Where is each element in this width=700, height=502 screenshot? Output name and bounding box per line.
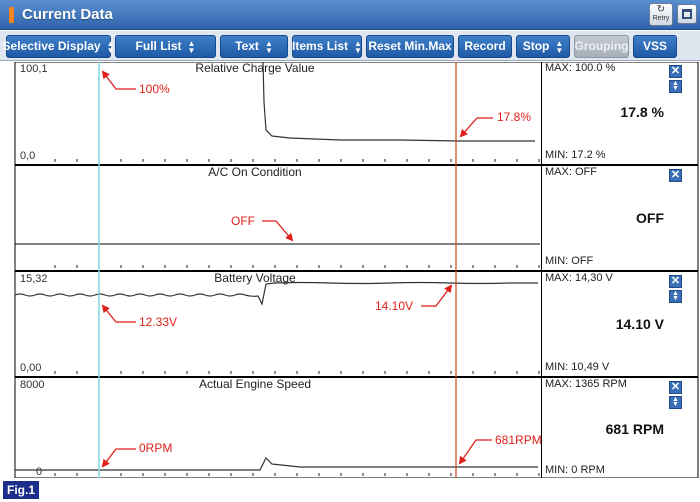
panel3-min: MIN: 10,49 V — [545, 361, 610, 373]
retry-button[interactable]: ↻ Retry — [649, 3, 673, 26]
spinner-icon: ▲ ▼ — [264, 38, 273, 55]
panel3-y-bottom: 0,00 — [20, 362, 41, 374]
stop-button[interactable]: Stop ▲ ▼ — [516, 35, 570, 58]
annotation-12-33v: 12.33V — [139, 315, 177, 329]
text-button[interactable]: Text ▲ ▼ — [220, 35, 288, 58]
maximize-button[interactable] — [677, 4, 697, 24]
panel3-title: Battery Voltage — [214, 271, 296, 285]
move-panel1-button[interactable]: ▲ ▼ — [669, 80, 682, 93]
panel2-title: A/C On Condition — [208, 165, 301, 179]
annotation-arrow — [101, 70, 136, 90]
close-icon: ✕ — [670, 275, 681, 287]
retry-label: Retry — [652, 15, 670, 22]
panel2-max: MAX: OFF — [545, 166, 597, 178]
reset-min-max-button[interactable]: Reset Min.Max — [366, 35, 454, 58]
axis-ticks — [54, 159, 540, 476]
grouping-label: Grouping — [574, 39, 629, 53]
vss-label: VSS — [642, 39, 667, 53]
annotation-arrow — [101, 448, 136, 468]
annotation-17-8pct: 17.8% — [497, 110, 531, 124]
panel4-current: 681 RPM — [605, 421, 664, 437]
text-label: Text — [235, 39, 259, 53]
annotation-0rpm: 0RPM — [139, 441, 172, 455]
close-panel3-button[interactable]: ✕ — [669, 275, 682, 288]
panel2-min: MIN: OFF — [545, 255, 594, 267]
panel3-max: MAX: 14,30 V — [545, 272, 613, 284]
panel4-min: MIN: 0 RPM — [545, 464, 605, 476]
close-panel2-button[interactable]: ✕ — [669, 169, 682, 182]
panel4-values: MAX: 1365 RPM 681 RPM MIN: 0 RPM ✕ ▲ ▼ — [541, 378, 700, 478]
up-down-icon: ▲ ▼ — [672, 290, 679, 302]
title-accent-marker — [9, 7, 14, 23]
title-bar: Current Data ↻ Retry — [0, 0, 700, 30]
panel1-y-bottom: 0,0 — [20, 150, 35, 162]
annotation-arrow — [458, 439, 492, 465]
up-down-icon: ▲ ▼ — [672, 396, 679, 408]
spinner-icon: ▲ ▼ — [555, 38, 564, 55]
window-title: Current Data — [22, 6, 113, 23]
toolbar: Selective Display ▲ ▼ Full List ▲ ▼ Text ▲… — [0, 31, 700, 61]
panel1-y-top: 100,1 — [20, 63, 48, 75]
figure-label: Fig.1 — [3, 481, 40, 499]
close-icon: ✕ — [670, 169, 681, 181]
items-list-label: Items List — [292, 39, 349, 53]
vss-button[interactable]: VSS — [633, 35, 677, 58]
panel1-min: MIN: 17.2 % — [545, 149, 606, 161]
annotation-arrow — [421, 284, 453, 307]
panel2-values: MAX: OFF OFF MIN: OFF ✕ — [541, 166, 700, 271]
panel1-trace — [262, 62, 535, 142]
annotation-14-10v: 14.10V — [375, 299, 413, 313]
selective-display-label: Selective Display — [2, 39, 101, 53]
reset-min-max-label: Reset Min.Max — [368, 39, 452, 53]
record-button[interactable]: Record — [458, 35, 512, 58]
panel2-current: OFF — [636, 210, 664, 226]
figure-footer: Fig.1 — [0, 478, 700, 502]
close-panel4-button[interactable]: ✕ — [669, 381, 682, 394]
annotation-100pct: 100% — [139, 82, 170, 96]
panel1-max: MAX: 100.0 % — [545, 62, 616, 74]
annotation-off: OFF — [231, 214, 255, 228]
panel4-title: Actual Engine Speed — [199, 377, 311, 391]
panel1-title: Relative Charge Value — [195, 62, 315, 75]
spinner-icon: ▲ ▼ — [354, 38, 362, 55]
spinner-icon: ▲ ▼ — [187, 38, 196, 55]
maximize-icon — [682, 9, 692, 19]
selective-display-button[interactable]: Selective Display ▲ ▼ — [2, 35, 115, 58]
full-list-label: Full List — [135, 39, 182, 53]
panel3-current: 14.10 V — [615, 316, 664, 332]
panel1-values: MAX: 100.0 % 17.8 % MIN: 17.2 % ✕ ▲ ▼ — [541, 62, 700, 165]
move-panel3-button[interactable]: ▲ ▼ — [669, 290, 682, 303]
annotation-681rpm: 681RPM — [495, 433, 542, 447]
graphs-svg: 100,1 0,0 Relative Charge Value 100% 17.… — [14, 62, 699, 478]
panel4-max: MAX: 1365 RPM — [545, 378, 627, 390]
retry-icon: ↻ — [656, 4, 666, 15]
panel4-trace — [15, 456, 538, 471]
graph-area: 100,1 0,0 Relative Charge Value 100% 17.… — [0, 62, 700, 478]
annotation-arrow — [262, 220, 294, 242]
panel4-y-top: 8000 — [20, 379, 44, 391]
move-panel4-button[interactable]: ▲ ▼ — [669, 396, 682, 409]
panel4-y-bottom: 0 — [36, 466, 42, 478]
panel3-values: MAX: 14,30 V 14.10 V MIN: 10,49 V ✕ ▲ ▼ — [541, 272, 700, 377]
close-panel1-button[interactable]: ✕ — [669, 65, 682, 78]
stop-label: Stop — [522, 39, 550, 53]
annotation-arrow — [101, 304, 136, 323]
panel3-trace — [14, 281, 538, 306]
panel1-current: 17.8 % — [620, 104, 664, 120]
spinner-icon: ▲ ▼ — [106, 38, 115, 55]
up-down-icon: ▲ ▼ — [672, 80, 679, 92]
panel3-y-top: 15,32 — [20, 273, 48, 285]
close-icon: ✕ — [670, 65, 681, 77]
record-label: Record — [464, 39, 506, 53]
close-icon: ✕ — [670, 381, 681, 393]
annotation-arrow — [459, 117, 493, 138]
grouping-button[interactable]: Grouping — [574, 35, 629, 58]
items-list-button[interactable]: Items List ▲ ▼ — [292, 35, 362, 58]
full-list-button[interactable]: Full List ▲ ▼ — [115, 35, 216, 58]
